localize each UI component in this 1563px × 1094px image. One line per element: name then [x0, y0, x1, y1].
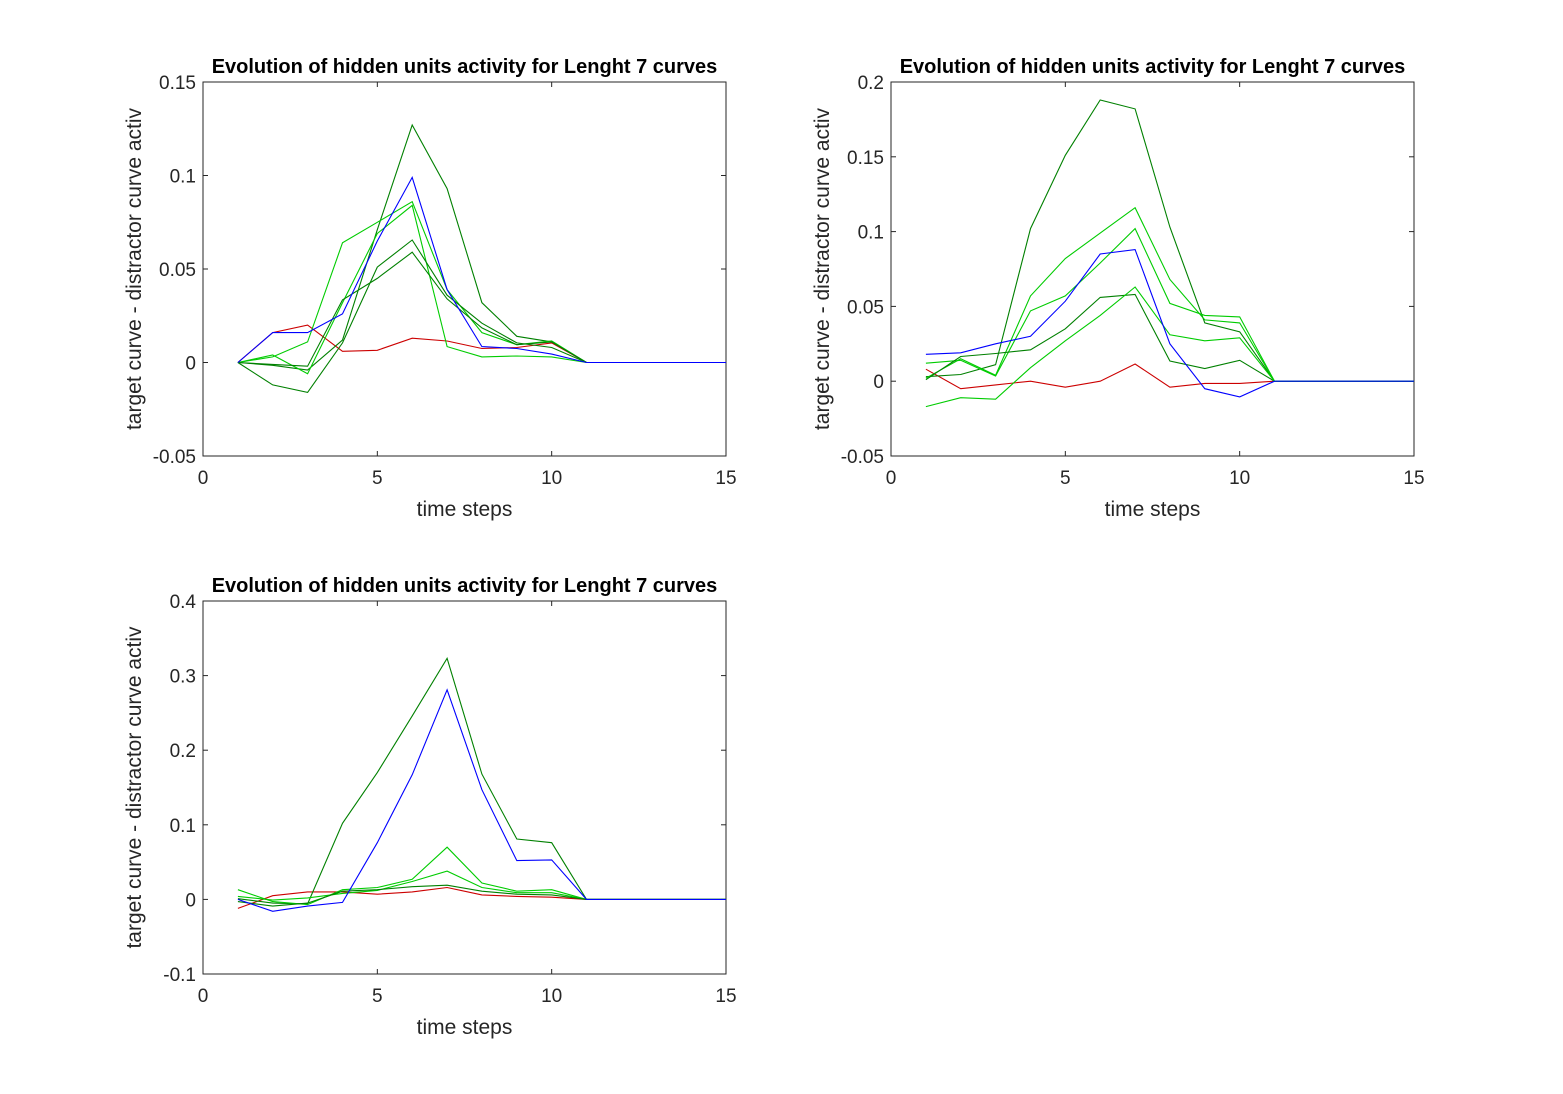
y-tick-label: 0.2 — [170, 741, 196, 762]
x-tick-label: 10 — [541, 986, 562, 1007]
plot-area — [202, 600, 727, 975]
plot-area — [202, 81, 727, 457]
x-tick-label: 10 — [541, 468, 562, 489]
x-tick-label: 15 — [715, 468, 736, 489]
chart-title: Evolution of hidden units activity for L… — [212, 575, 718, 597]
x-tick-label: 5 — [1060, 468, 1071, 489]
y-tick-label: -0.1 — [163, 965, 196, 986]
y-tick-label: 0.1 — [858, 223, 884, 244]
y-tick-label: -0.05 — [841, 447, 884, 468]
plot-area — [890, 81, 1415, 457]
y-tick-label: 0.1 — [170, 167, 196, 188]
y-axis-label: target curve - distractor curve activ — [123, 626, 146, 949]
y-tick-label: 0 — [873, 372, 884, 393]
x-tick-label: 5 — [372, 468, 383, 489]
x-tick-label: 0 — [886, 468, 897, 489]
series-line-6 — [925, 248, 1414, 398]
x-tick-label: 0 — [198, 986, 209, 1007]
series-line-5 — [237, 688, 726, 912]
chart-title: Evolution of hidden units activity for L… — [900, 56, 1406, 78]
x-axis-label: time steps — [417, 1016, 513, 1039]
y-tick-label: -0.05 — [153, 447, 196, 468]
y-axis-label: target curve - distractor curve activ — [123, 107, 146, 430]
chart-title: Evolution of hidden units activity for L… — [212, 56, 718, 78]
y-tick-label: 0 — [185, 354, 196, 375]
y-tick-label: 0.15 — [847, 148, 884, 169]
x-tick-label: 10 — [1229, 468, 1250, 489]
y-tick-label: 0.3 — [170, 667, 196, 688]
y-tick-label: 0.15 — [159, 73, 196, 94]
y-tick-label: 0.05 — [159, 260, 196, 281]
series-line-6 — [237, 176, 726, 364]
y-tick-label: 0 — [185, 890, 196, 911]
y-tick-label: 0.1 — [170, 816, 196, 837]
x-axis-label: time steps — [417, 498, 513, 521]
x-tick-label: 0 — [198, 468, 209, 489]
y-tick-label: 0.4 — [170, 592, 197, 613]
x-tick-label: 5 — [372, 986, 383, 1007]
x-axis-label: time steps — [1105, 498, 1201, 521]
y-tick-label: 0.2 — [858, 73, 884, 94]
y-axis-label: target curve - distractor curve activ — [811, 107, 834, 430]
x-tick-label: 15 — [715, 986, 736, 1007]
y-tick-label: 0.05 — [847, 297, 884, 318]
x-tick-label: 15 — [1403, 468, 1424, 489]
